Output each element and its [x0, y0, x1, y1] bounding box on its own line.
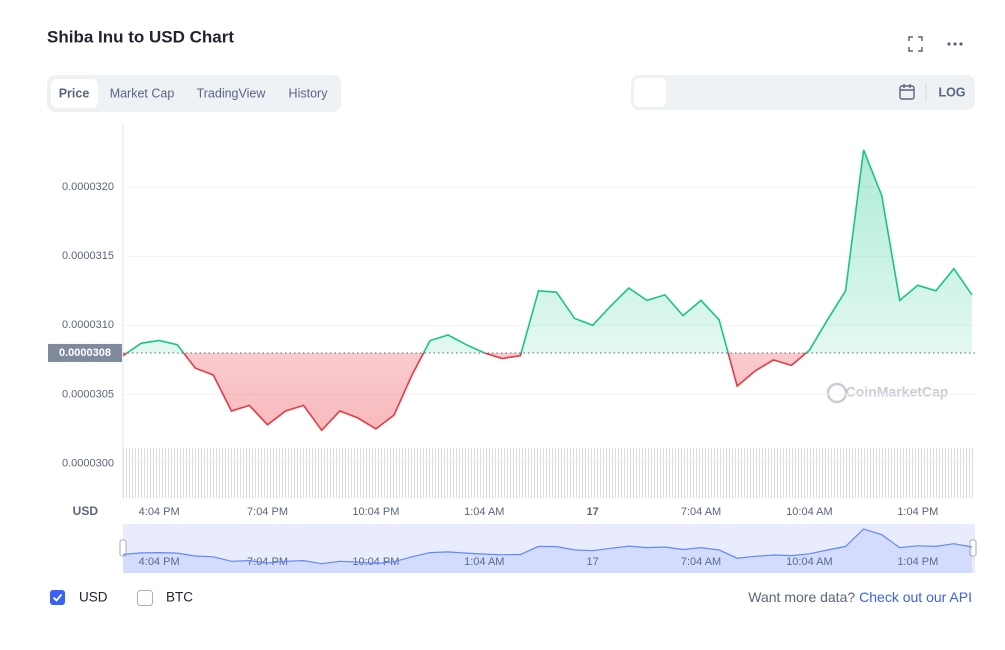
reference-box	[48, 343, 122, 362]
log-button[interactable]: LOG	[938, 85, 965, 99]
checkbox-usd[interactable]	[50, 590, 65, 605]
x-tick-label: 4:04 PM	[139, 506, 180, 518]
navigator-tick-label: 7:04 AM	[681, 556, 721, 568]
x-tick-label: 10:04 PM	[352, 506, 399, 518]
y-tick-label: 0.0000315	[62, 250, 114, 262]
volume-bars	[123, 448, 975, 498]
currency-label: BTC	[166, 590, 193, 605]
x-tick-label: 1:04 PM	[897, 506, 938, 518]
y-tick-label: 0.0000305	[62, 388, 114, 400]
navigator-tick-label: 7:04 PM	[247, 556, 288, 568]
y-tick-label: 0.0000310	[62, 319, 114, 331]
title: Shiba Inu to USD Chart	[47, 27, 234, 46]
watermark: CoinMarketCap	[846, 384, 949, 400]
navigator-tick-label: 10:04 AM	[786, 556, 832, 568]
watermark-logo	[826, 382, 848, 404]
tab[interactable]: Price	[59, 86, 90, 100]
navigator-handle[interactable]	[969, 539, 977, 557]
checkbox-btc[interactable]	[137, 590, 153, 606]
y-tick-label: 0.0000320	[62, 181, 114, 193]
x-tick-label: 10:04 AM	[786, 506, 832, 518]
tab-bar	[47, 75, 341, 112]
reference-label: 0.0000308	[59, 347, 111, 359]
expand-icon[interactable]	[908, 36, 923, 52]
navigator-tick-label: 10:04 PM	[352, 556, 399, 568]
x-tick-label: 7:04 AM	[681, 506, 721, 518]
footer-link[interactable]: Check out our API	[859, 589, 972, 605]
navigator-tick-label: 1:04 PM	[897, 556, 938, 568]
axis-unit: USD	[73, 504, 99, 518]
area-down	[123, 352, 807, 431]
x-tick-label: 1:04 AM	[464, 506, 504, 518]
price-line-down	[122, 352, 808, 432]
range-bar	[631, 75, 975, 110]
active-tab	[51, 79, 98, 108]
navigator-tick-label: 17	[587, 556, 599, 568]
x-tick-label: 7:04 PM	[247, 506, 288, 518]
calendar-icon[interactable]	[899, 84, 915, 100]
active-range	[634, 78, 666, 107]
area-up	[123, 149, 972, 353]
footer: Want more data? Check out our API	[748, 589, 972, 605]
currency-label: USD	[79, 590, 108, 605]
tab[interactable]: Market Cap	[110, 86, 175, 100]
x-tick-label: 17	[587, 506, 599, 518]
navigator-tick-label: 1:04 AM	[464, 556, 504, 568]
navigator-line	[122, 528, 973, 565]
price-line-up	[125, 149, 973, 353]
y-tick-label: 0.0000300	[62, 457, 114, 469]
more-icon[interactable]	[947, 42, 963, 46]
tab[interactable]: TradingView	[197, 86, 267, 100]
navigator-handle[interactable]	[119, 539, 127, 557]
navigator-tick-label: 4:04 PM	[139, 556, 180, 568]
tab[interactable]: History	[289, 86, 329, 100]
footer-text: Want more data?	[748, 589, 855, 605]
